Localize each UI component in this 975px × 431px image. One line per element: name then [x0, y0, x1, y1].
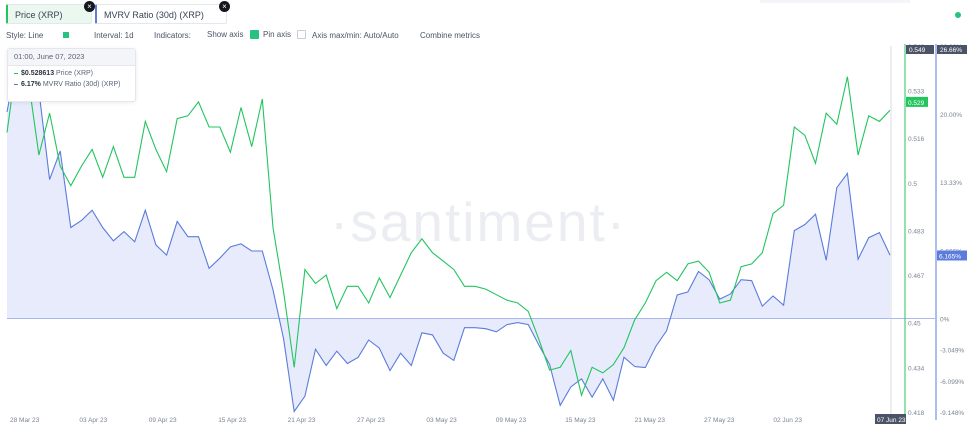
price-axis-tick: 0.467: [908, 273, 925, 280]
santiment-watermark: ·santiment·: [330, 191, 628, 253]
tooltip-price-label: Price (XRP): [56, 70, 93, 77]
mvrv-current-badge: [937, 250, 967, 261]
mvrv-axis-tick: 0%: [940, 316, 950, 323]
style-selector[interactable]: Style: Line: [6, 31, 69, 40]
mvrv-series-line[interactable]: [6, 53, 891, 413]
mvrv-legend-icon: [14, 83, 18, 85]
x-axis-current-label: 07 Jun 23: [877, 417, 906, 424]
show-axis-toggle[interactable]: Show axis: [207, 30, 259, 40]
price-current-label: 0.529: [908, 100, 925, 107]
price-axis-tick: 0.5: [908, 181, 917, 188]
mvrv-axis-max-badge: [937, 45, 967, 54]
metric-tab-label: MVRV Ratio (30d) (XRP): [104, 10, 204, 20]
price-axis-tick: 0.45: [908, 321, 921, 328]
pin-axis-label: Pin axis: [263, 30, 292, 39]
mvrv-axis-tick: -9.148%: [940, 410, 964, 417]
x-axis-current-badge: [875, 414, 906, 424]
x-axis-tick: 03 Apr 23: [79, 417, 107, 424]
mvrv-axis-tick: 20.00%: [940, 112, 962, 119]
x-axis-tick: 09 Apr 23: [149, 417, 177, 424]
x-axis-tick: 28 Mar 23: [10, 417, 40, 424]
tooltip-mvrv-value: 6.17%: [21, 81, 41, 88]
indicators-button[interactable]: Indicators:: [154, 31, 191, 40]
tooltip-date: 01:00, June 07, 2023: [8, 49, 135, 66]
metric-tab-label: Price (XRP): [15, 10, 63, 20]
checkbox-unchecked-icon: [297, 30, 307, 40]
metric-tab-price[interactable]: Price (XRP) ×: [6, 1, 95, 24]
x-axis-tick: 09 May 23: [496, 417, 527, 424]
combine-metrics-button[interactable]: Combine metrics: [420, 31, 481, 40]
mvrv-axis-max-label: 26.66%: [940, 47, 962, 54]
tooltip-price-value: $0.528613: [21, 70, 55, 77]
tooltip-mvrv-label: MVRV Ratio (30d) (XRP): [42, 81, 121, 88]
x-axis-tick: 15 Apr 23: [218, 417, 246, 424]
mvrv-area-fill: [7, 54, 890, 412]
pin-axis-toggle[interactable]: Pin axis: [263, 30, 307, 40]
x-axis-tick: 02 Jun 23: [773, 417, 802, 424]
metric-tab-mvrv[interactable]: MVRV Ratio (30d) (XRP) ×: [95, 1, 230, 24]
mvrv-axis-tick: -3.049%: [940, 348, 964, 355]
x-axis-tick: 27 Apr 23: [357, 417, 385, 424]
x-axis-tick: 21 Apr 23: [288, 417, 316, 424]
x-axis-tick: 15 May 23: [565, 417, 596, 424]
mvrv-axis-tick: 13.33%: [940, 180, 962, 187]
status-indicator-icon: [955, 12, 961, 18]
price-axis-max-label: 0.549: [909, 47, 926, 54]
x-axis-tick: 21 May 23: [635, 417, 666, 424]
show-axis-label: Show axis: [207, 30, 244, 39]
mvrv-axis-tick: -6.099%: [940, 379, 964, 386]
x-axis-tick: 27 May 23: [704, 417, 735, 424]
x-axis-tick: 03 May 23: [426, 417, 457, 424]
style-label: Style: Line: [6, 31, 44, 40]
checkbox-checked-icon: [249, 30, 259, 40]
price-legend-icon: [14, 72, 18, 74]
axis-maxmin-selector[interactable]: Axis max/min: Auto/Auto: [312, 31, 399, 40]
close-icon[interactable]: ×: [84, 1, 95, 12]
price-axis-tick: 0.533: [908, 89, 925, 96]
price-axis-tick: 0.516: [908, 136, 925, 143]
top-strip: [760, 0, 910, 3]
line-color-icon: [62, 32, 69, 38]
mvrv-current-label: 6.165%: [939, 253, 961, 260]
price-axis-tick: 0.418: [908, 410, 925, 417]
price-axis-max-badge: [906, 45, 934, 54]
interval-selector[interactable]: Interval: 1d: [94, 31, 134, 40]
tooltip-price-row: $0.528613 Price (XRP): [8, 70, 135, 77]
close-icon[interactable]: ×: [219, 1, 230, 12]
price-axis-tick: 0.434: [908, 365, 925, 372]
tooltip-mvrv-row: 6.17% MVRV Ratio (30d) (XRP): [8, 81, 135, 88]
price-axis-tick: 0.483: [908, 228, 925, 235]
price-series-line[interactable]: [6, 52, 891, 398]
price-current-badge: [906, 96, 928, 107]
chart-tooltip: 01:00, June 07, 2023 $0.528613 Price (XR…: [7, 48, 136, 102]
